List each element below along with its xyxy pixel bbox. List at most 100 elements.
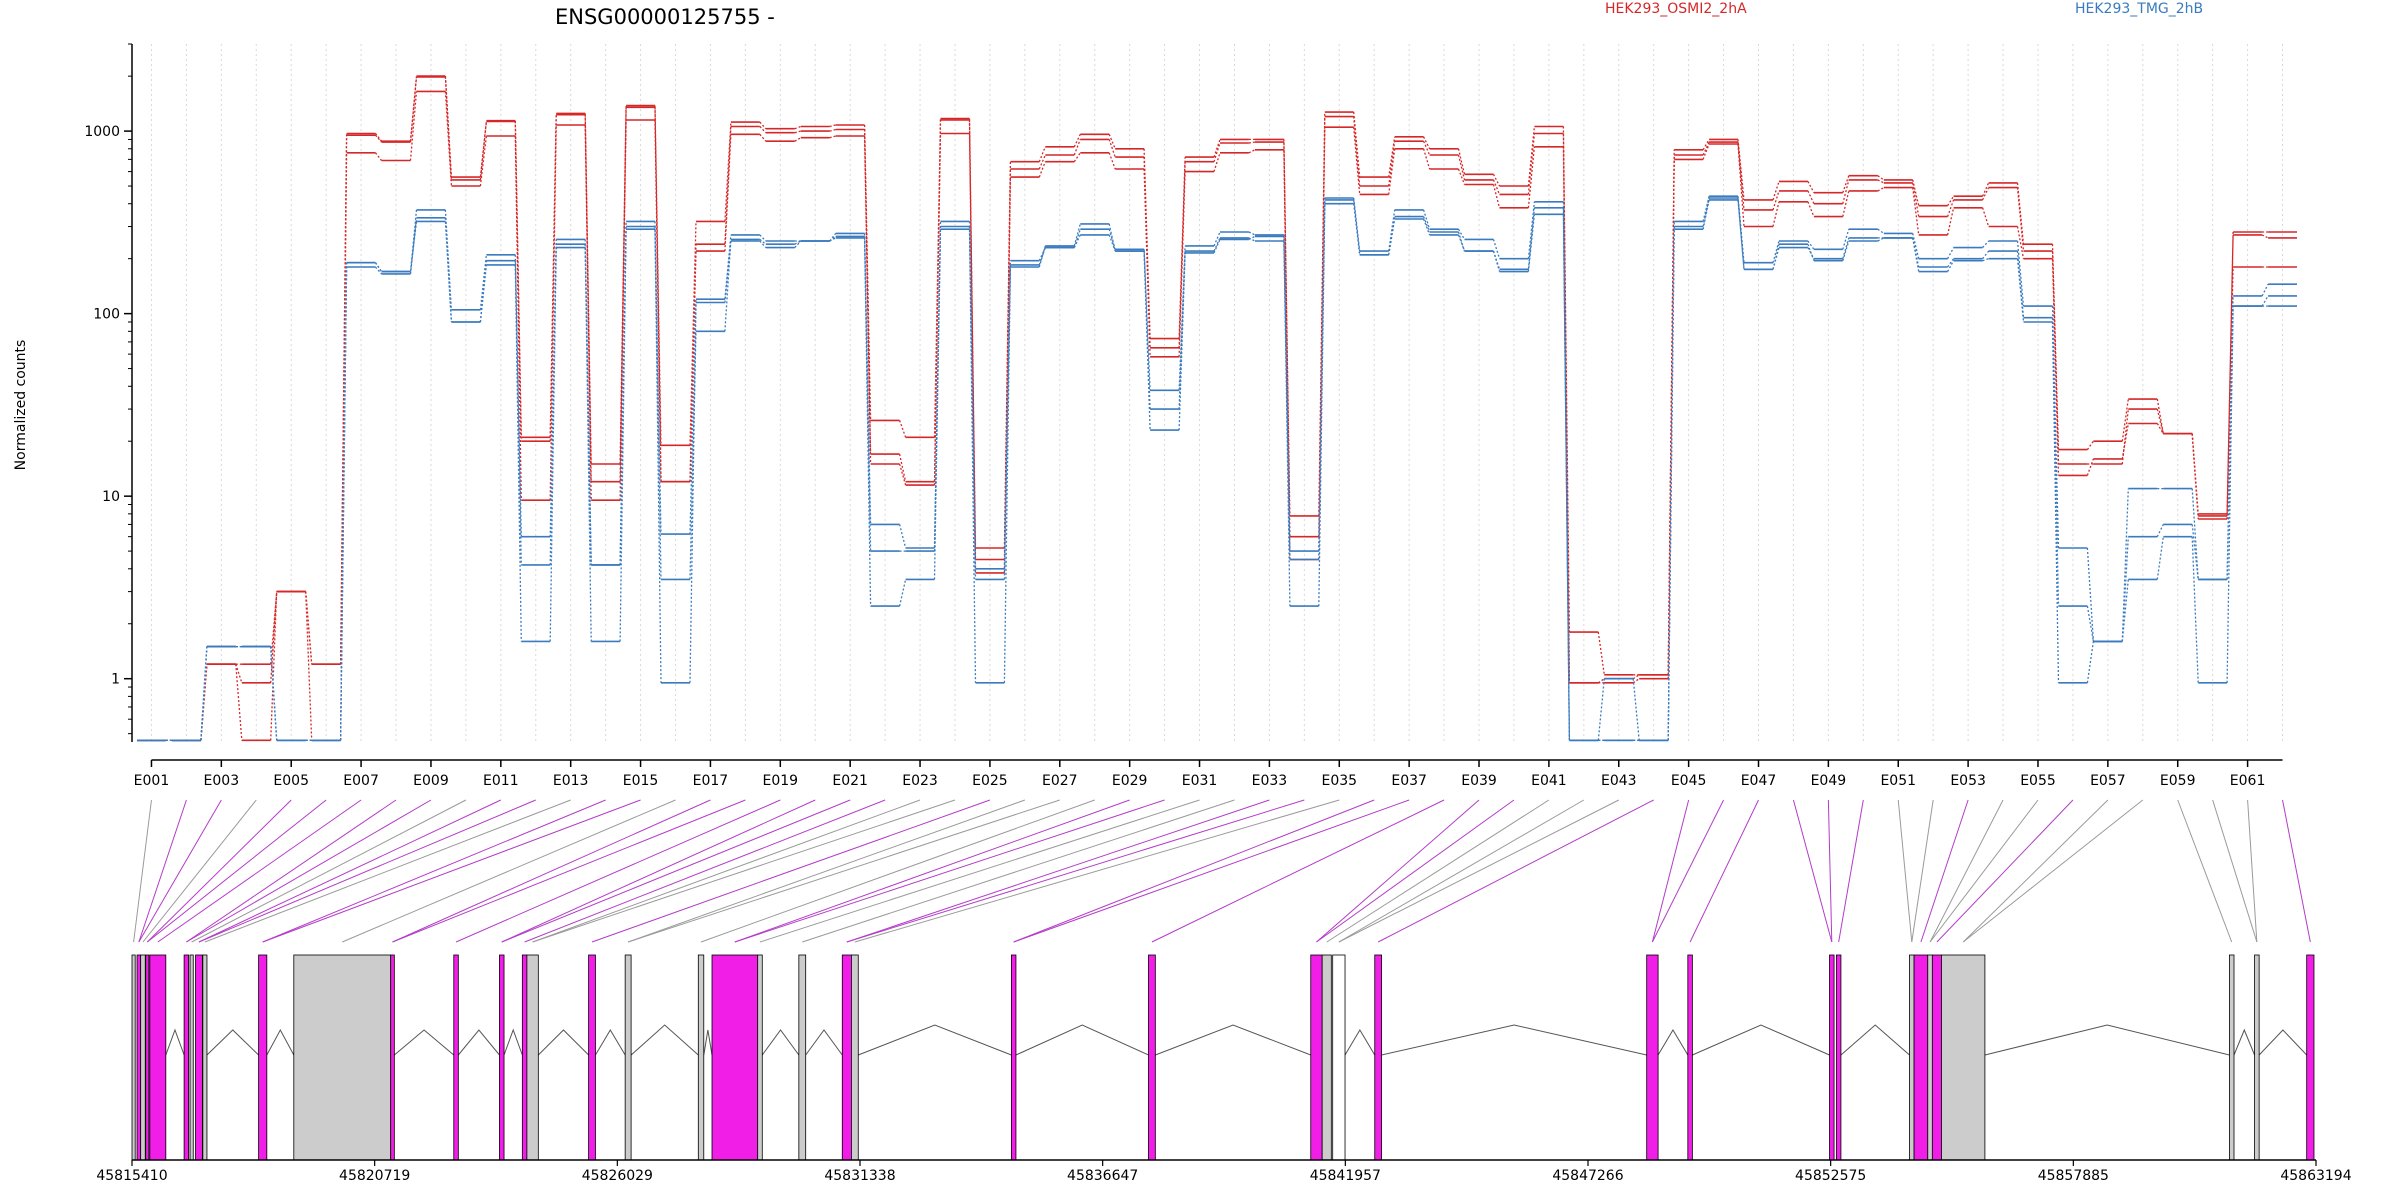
exon-box	[1010, 954, 1017, 1161]
exon-box	[841, 954, 852, 1161]
exon-connector	[734, 799, 1165, 943]
exon-connector	[532, 799, 956, 943]
intron-line	[503, 1028, 523, 1056]
intron-line	[206, 1029, 259, 1056]
exon-tick-label: E001	[134, 773, 170, 789]
exon-tick-label: E003	[204, 773, 240, 789]
exon-connector	[1316, 799, 1515, 943]
exon-connector	[1920, 799, 1969, 943]
series-line	[137, 195, 2297, 742]
exon-box	[2229, 954, 2235, 1161]
exon-box	[1931, 954, 1942, 1161]
exon-connector	[591, 799, 991, 943]
exon-connector	[157, 799, 362, 943]
exon-box	[1941, 954, 1986, 1161]
exon-tick-label: E031	[1182, 773, 1218, 789]
exon-box	[711, 954, 759, 1161]
intron-line	[1344, 1029, 1376, 1056]
exon-tick-label: E043	[1601, 773, 1637, 789]
exon-connector	[1651, 799, 1690, 943]
exon-connector	[186, 799, 432, 943]
exon-connector	[1838, 799, 1864, 943]
exon-connector	[1792, 799, 1833, 943]
exon-tick-label: E053	[1950, 773, 1986, 789]
intron-line	[1155, 1024, 1311, 1056]
exon-connector	[501, 799, 851, 943]
intron-line	[2233, 1028, 2256, 1056]
exon-box	[189, 954, 194, 1161]
exon-box	[499, 954, 505, 1161]
exon-tick-label: E057	[2090, 773, 2126, 789]
exon-connector	[392, 799, 711, 943]
series-connector	[165, 196, 2269, 741]
exon-tick-label: E033	[1252, 773, 1288, 789]
exon-tick-label: E009	[413, 773, 449, 789]
exon-tick-label: E045	[1671, 773, 1707, 789]
exon-box	[195, 954, 203, 1161]
exon-connector	[1316, 799, 1480, 943]
exon-box	[258, 954, 268, 1161]
exon-tick-label: E017	[693, 773, 729, 789]
genomic-tick-label: 45863194	[2280, 1168, 2351, 1184]
exon-axis: E001 E003 E005 E007 E009 E011 E013 E015 E017 E019…	[134, 759, 2283, 789]
exon-connector	[2247, 799, 2258, 943]
series-connector	[165, 199, 2269, 741]
y-tick-label: 1	[111, 672, 120, 688]
exon-connector	[1377, 799, 1654, 943]
exon-box	[1646, 954, 1659, 1161]
exon-tick-label: E025	[972, 773, 1008, 789]
y-axis-label: Normalized counts	[13, 340, 29, 471]
intron-line	[595, 1029, 626, 1056]
exon-box	[140, 954, 146, 1161]
exon-box	[1913, 954, 1929, 1161]
exon-connector	[627, 799, 1060, 943]
exon-connector	[1929, 799, 2039, 943]
exon-connector	[1338, 799, 1585, 943]
exon-box	[136, 954, 142, 1161]
exon-tick-label: E027	[1042, 773, 1078, 789]
exon-box	[1909, 954, 1915, 1161]
exon-box	[183, 954, 190, 1161]
y-tick-label: 100	[93, 307, 120, 323]
exon-box	[131, 954, 136, 1161]
intron-line	[858, 1024, 1012, 1056]
exon-connector	[1911, 799, 1934, 943]
exon-connector	[854, 799, 1340, 943]
exon-box	[588, 954, 596, 1161]
series-connector	[165, 197, 2269, 741]
exon-connector	[262, 799, 606, 943]
exon-box	[453, 954, 459, 1161]
exon-connector	[2212, 799, 2258, 943]
series-connector	[165, 91, 2269, 741]
exon-connector	[262, 799, 641, 943]
exon-tick-label: E061	[2230, 773, 2266, 789]
series-connector	[165, 76, 2269, 741]
exon-connector	[2282, 799, 2311, 943]
exon-tick-label: E029	[1112, 773, 1148, 789]
exon-connectors	[133, 799, 2311, 943]
exon-connector	[734, 799, 1130, 943]
exon-box	[149, 954, 167, 1161]
exon-box	[1687, 954, 1693, 1161]
exon-connector	[1962, 799, 2109, 943]
exon-connector	[1827, 799, 1833, 943]
exon-connector	[759, 799, 1200, 943]
legend-label-osmi2: HEK293_OSMI2_2hA	[1605, 1, 1747, 17]
exon-connector	[627, 799, 1026, 943]
genomic-tick-label: 45826029	[582, 1168, 653, 1184]
exon-box	[390, 954, 395, 1161]
exon-box	[2306, 954, 2315, 1161]
intron-line	[805, 1029, 843, 1056]
intron-line	[1015, 1024, 1149, 1056]
exon-connector	[532, 799, 921, 943]
genomic-axis: 45815410 45820719 45826029 45831338 45836647…	[96, 1159, 2352, 1184]
exon-tick-label: E023	[902, 773, 938, 789]
exon-box	[624, 954, 632, 1161]
exon-box	[1927, 954, 1933, 1161]
exon-box	[798, 954, 807, 1161]
exon-box	[851, 954, 859, 1161]
exon-box	[697, 954, 705, 1161]
exon-tick-label: E007	[343, 773, 379, 789]
genomic-tick-label: 45820719	[339, 1168, 410, 1184]
exon-tick-label: E011	[483, 773, 519, 789]
